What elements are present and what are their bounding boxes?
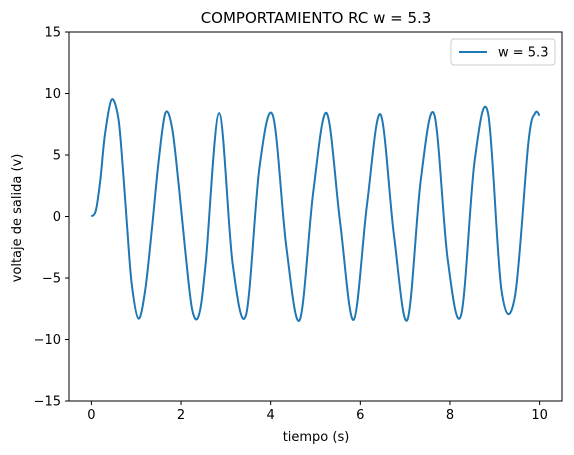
y-tick-label: 5 <box>53 149 61 164</box>
chart-title: COMPORTAMIENTO RC w = 5.3 <box>201 9 432 27</box>
x-tick-label: 8 <box>446 408 454 423</box>
x-tick-label: 2 <box>177 408 185 423</box>
legend: w = 5.3 <box>450 38 556 66</box>
x-axis-label: tiempo (s) <box>283 430 350 445</box>
x-axis-ticks: 0 2 4 6 8 10 <box>87 401 548 423</box>
y-axis-label: voltaje de salida (v) <box>10 154 25 283</box>
x-tick-label: 4 <box>267 408 275 423</box>
y-tick-label: −10 <box>34 333 61 348</box>
y-tick-label: −15 <box>34 395 61 410</box>
legend-box <box>450 38 556 66</box>
y-axis-ticks: −15 −10 −5 0 5 10 15 <box>34 26 69 410</box>
x-tick-label: 10 <box>531 408 548 423</box>
x-tick-label: 6 <box>356 408 364 423</box>
y-tick-label: 15 <box>44 26 61 41</box>
y-tick-label: 10 <box>44 87 61 102</box>
y-tick-label: 0 <box>53 210 61 225</box>
y-tick-label: −5 <box>42 272 61 287</box>
series-line-0 <box>90 98 541 322</box>
x-tick-label: 0 <box>87 408 95 423</box>
legend-label: w = 5.3 <box>498 46 548 61</box>
